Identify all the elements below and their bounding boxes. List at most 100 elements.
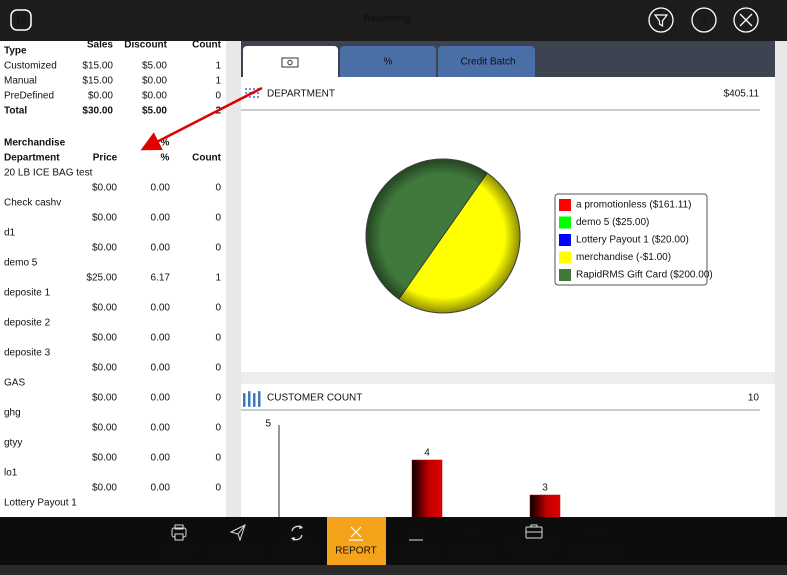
table-cell: 0.00 bbox=[151, 213, 171, 224]
cash-icon bbox=[281, 57, 299, 68]
table-cell: $0.00 bbox=[92, 243, 117, 254]
column-header: Count bbox=[192, 40, 222, 51]
department-name: d1 bbox=[4, 228, 16, 239]
department-name: Check cashv bbox=[4, 198, 61, 209]
legend-swatch bbox=[559, 216, 571, 229]
toolbar-glyph: Z bbox=[413, 528, 419, 539]
toolbar-label: PRINT bbox=[164, 546, 194, 557]
table-cell: $0.00 bbox=[92, 423, 117, 434]
filter-button[interactable] bbox=[648, 7, 674, 33]
calendar-icon[interactable] bbox=[10, 9, 32, 31]
table-cell: 0 bbox=[215, 423, 221, 434]
table-cell: 6.17 bbox=[151, 273, 171, 284]
date-badge: 19 bbox=[15, 16, 27, 27]
table-cell: $0.00 bbox=[88, 91, 113, 102]
tab-percent[interactable] bbox=[340, 46, 436, 77]
toolbar bbox=[0, 517, 787, 565]
panel-title: DEPARTMENT bbox=[267, 89, 335, 100]
toolbar-button[interactable]: CC CCBATCH bbox=[570, 528, 618, 557]
tab-active[interactable] bbox=[243, 46, 338, 77]
annotation-arrow bbox=[140, 86, 263, 151]
table-cell: $0.00 bbox=[142, 91, 167, 102]
tab-label[interactable]: % bbox=[384, 57, 393, 68]
bar-plot bbox=[411, 459, 561, 517]
table-cell: 0 bbox=[215, 483, 221, 494]
table-cell: 0 bbox=[215, 213, 221, 224]
department-name: Lottery Payout 1 bbox=[4, 498, 77, 509]
table-cell: 0.00 bbox=[151, 243, 171, 254]
right-content: DEPARTMENT $405.11 a promotionless ($161.1… bbox=[265, 89, 760, 517]
y-tick-label: 5 bbox=[265, 419, 271, 430]
tab-credit-batch[interactable] bbox=[438, 46, 535, 77]
legend-swatch bbox=[559, 269, 571, 281]
table-cell: 0.00 bbox=[151, 303, 171, 314]
table-cell: $0.00 bbox=[92, 213, 117, 224]
legend-label: a promotionless ($161.11) bbox=[576, 200, 691, 211]
table-cell: 0 bbox=[215, 333, 221, 344]
icon-shape bbox=[349, 526, 363, 541]
column-header: Department bbox=[4, 153, 60, 164]
legend-swatch bbox=[559, 199, 571, 211]
table-cell: 0.00 bbox=[151, 393, 171, 404]
department-name: deposite 1 bbox=[4, 288, 51, 299]
icon-shape bbox=[174, 524, 184, 530]
toolbar-button[interactable]: PRINT bbox=[164, 524, 194, 557]
table-cell: 0.00 bbox=[151, 483, 171, 494]
department-name: gtyy bbox=[4, 438, 22, 449]
column-header: Count bbox=[192, 153, 222, 164]
active-highlight bbox=[327, 517, 386, 565]
toolbar-glyph: Zz bbox=[469, 528, 480, 539]
toolbar-button[interactable]: Z REPORT bbox=[395, 528, 437, 557]
toolbar-icon bbox=[229, 524, 246, 542]
table-cell: 0.00 bbox=[151, 333, 171, 344]
customer-icon bbox=[243, 391, 261, 407]
toolbar-button[interactable]: Zz REPORT bbox=[454, 528, 496, 557]
table-cell: $0.00 bbox=[92, 393, 117, 404]
bottom-strip bbox=[0, 565, 787, 575]
table-cell: 0 bbox=[215, 363, 221, 374]
panel-total: $405.11 bbox=[724, 89, 760, 100]
legend-label: merchandise (-$1.00) bbox=[576, 252, 671, 263]
bar bbox=[529, 494, 561, 517]
table-cell: 1 bbox=[215, 273, 221, 284]
total-cell: $5.00 bbox=[142, 106, 167, 117]
column-header: Type bbox=[4, 46, 27, 57]
table-cell: $0.00 bbox=[92, 303, 117, 314]
close-button[interactable] bbox=[733, 7, 759, 33]
table-cell: 0.00 bbox=[151, 423, 171, 434]
table-cell: $15.00 bbox=[82, 76, 113, 87]
toolbar-button[interactable]: PDF/EMAIL bbox=[212, 524, 265, 557]
left-panel bbox=[0, 41, 226, 517]
toolbar-label: SHIFT bbox=[283, 542, 312, 553]
table-cell: $25.00 bbox=[86, 273, 117, 284]
table-cell: $0.00 bbox=[92, 333, 117, 344]
icon-shape bbox=[174, 533, 184, 541]
table-cell: 1 bbox=[215, 76, 221, 87]
column-header: % bbox=[161, 138, 170, 149]
help-icon: ? bbox=[701, 16, 707, 27]
table-heading: Merchandise bbox=[4, 138, 66, 149]
page-title: Reporting bbox=[363, 14, 410, 25]
table-cell: Customized bbox=[4, 61, 57, 72]
panel-total: 10 bbox=[748, 393, 760, 404]
section-separator bbox=[241, 372, 775, 384]
toolbar-label: PDF/EMAIL bbox=[212, 546, 265, 557]
icon-shape bbox=[229, 524, 246, 542]
table-cell: $0.00 bbox=[142, 76, 167, 87]
tab-label[interactable]: Credit Batch bbox=[460, 57, 515, 68]
table-cell: 0 bbox=[215, 91, 221, 102]
legend-label: demo 5 ($25.00) bbox=[576, 217, 649, 228]
bar-value-label: 4 bbox=[424, 448, 430, 459]
help-button[interactable] bbox=[691, 7, 717, 33]
table-cell: 0.00 bbox=[151, 453, 171, 464]
department-name: 20 LB ICE BAG test bbox=[4, 168, 93, 179]
toolbar-button[interactable]: REPORT bbox=[327, 517, 386, 565]
column-header: % bbox=[161, 153, 170, 164]
department-name: demo 5 bbox=[4, 258, 38, 269]
department-name: ghg bbox=[4, 408, 21, 419]
legend-swatch bbox=[559, 234, 571, 246]
toolbar-label: REPORT bbox=[276, 550, 318, 561]
